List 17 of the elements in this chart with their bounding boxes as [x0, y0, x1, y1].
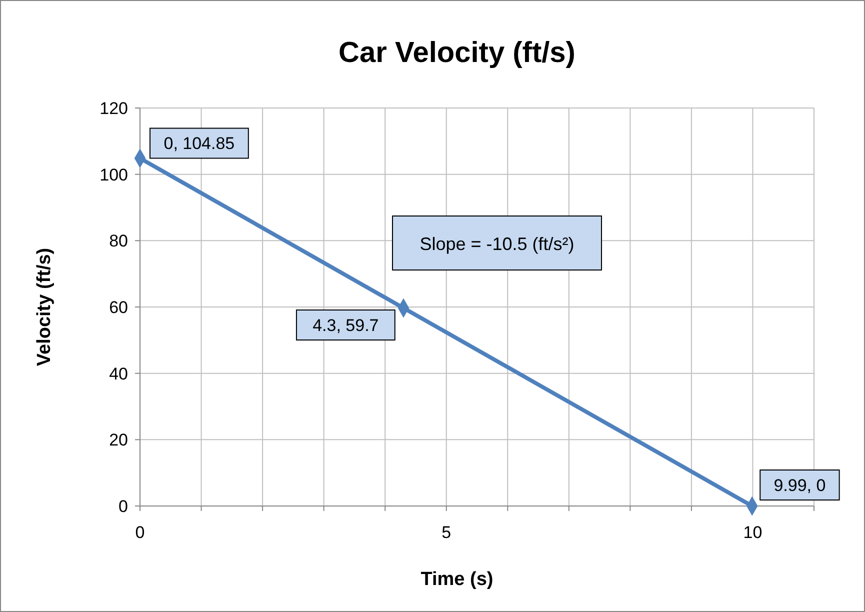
y-tick-label: 40: [109, 364, 128, 384]
data-label: 9.99, 0: [774, 476, 826, 495]
annotation: Slope = -10.5 (ft/s²): [420, 234, 574, 254]
x-tick-label: 10: [743, 523, 762, 542]
y-tick-label: 60: [109, 298, 128, 317]
x-tick-label: 5: [442, 523, 452, 542]
x-axis-title: Time (s): [420, 569, 494, 590]
y-tick-label: 100: [100, 165, 128, 184]
x-tick-label: 0: [135, 523, 145, 542]
data-label: 0, 104.85: [164, 134, 235, 154]
y-tick-label: 20: [109, 430, 128, 450]
y-axis-title: Velocity (ft/s): [34, 248, 55, 366]
chart-title: Car Velocity (ft/s): [338, 37, 576, 69]
y-tick-label: 80: [109, 232, 128, 251]
y-tick-label: 0: [118, 497, 128, 516]
y-tick-label: 120: [100, 99, 128, 118]
data-label: 4.3, 59.7: [312, 316, 379, 335]
